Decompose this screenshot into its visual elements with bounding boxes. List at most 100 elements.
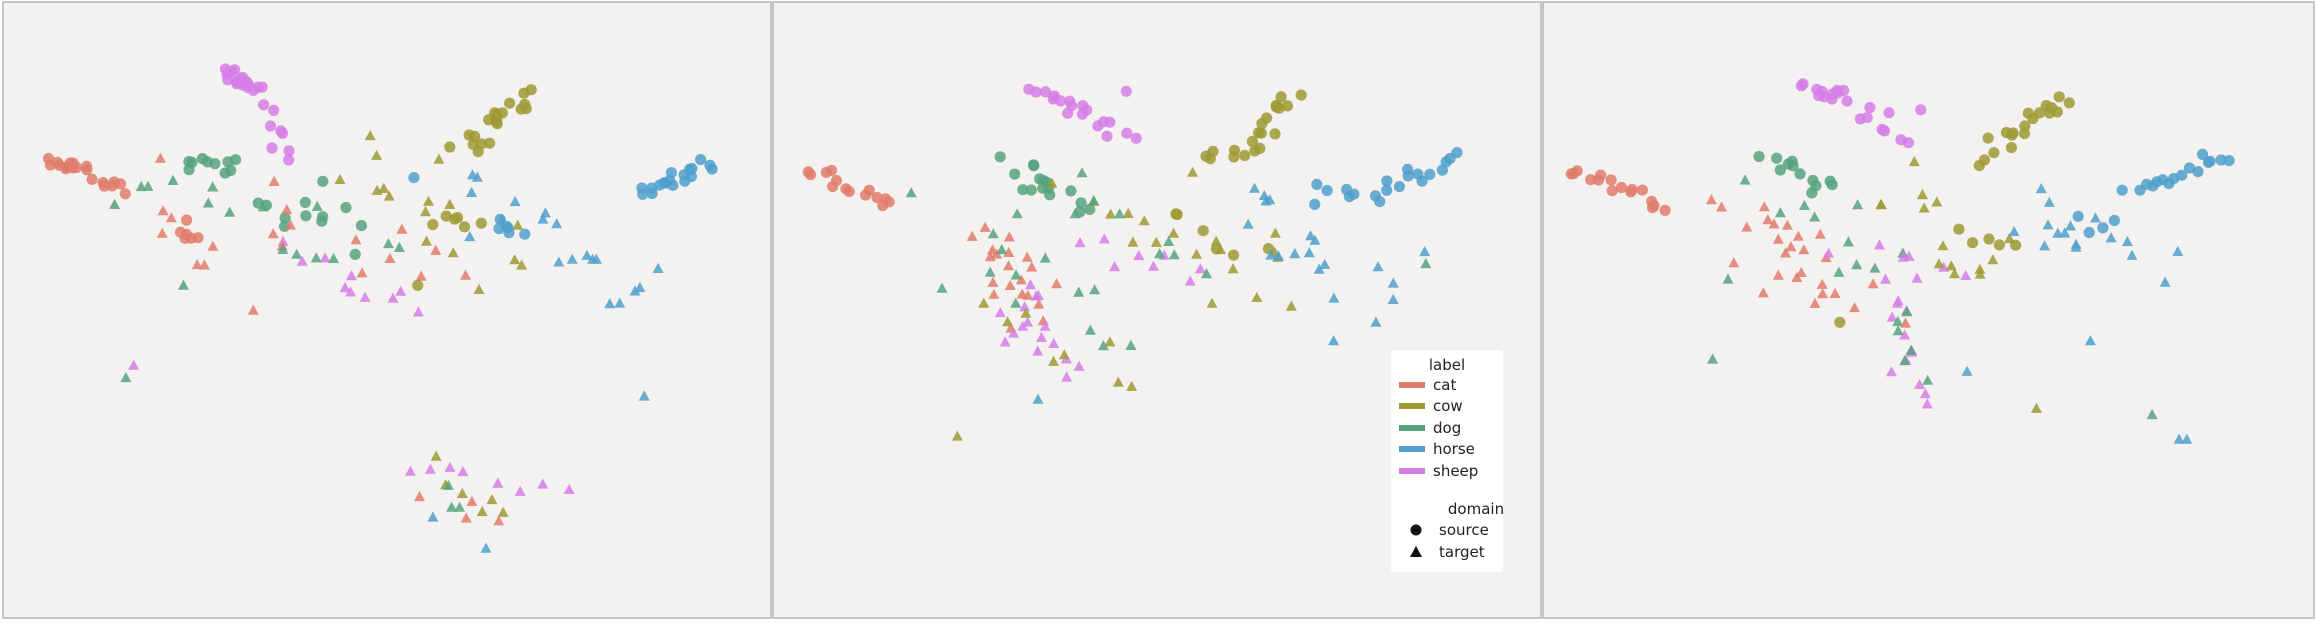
point-cat-source — [863, 184, 875, 196]
point-cow-target — [423, 195, 435, 206]
point-horse-target — [2173, 433, 2185, 444]
point-sheep-target — [128, 359, 140, 370]
point-cat-target — [1016, 288, 1028, 299]
point-cow-target — [1937, 240, 1949, 251]
point-horse-target — [2084, 335, 2096, 346]
point-dog-source — [225, 164, 237, 176]
point-cow-source — [484, 137, 496, 149]
point-cat-target — [1003, 260, 1014, 271]
point-horse-target — [464, 231, 476, 242]
point-dog-target — [1201, 268, 1212, 279]
point-cow-target — [1206, 297, 1218, 308]
point-cow-source — [1834, 316, 1846, 328]
point-cow-target — [473, 283, 485, 294]
point-cow-target — [1046, 177, 1058, 188]
point-horse-target — [1258, 189, 1270, 200]
point-horse-source — [2196, 148, 2209, 160]
point-dog-target — [1420, 258, 1432, 269]
point-cow-target — [1002, 316, 1014, 327]
point-sheep-target — [999, 336, 1011, 347]
point-cat-source — [1606, 185, 1618, 197]
point-sheep-target — [444, 461, 456, 472]
point-sheep-source — [1121, 127, 1133, 139]
point-cat-target — [414, 491, 425, 502]
point-dog-source — [1065, 185, 1077, 197]
point-sheep-target — [1148, 260, 1159, 271]
point-cat-target — [984, 251, 996, 262]
point-dog-target — [1039, 252, 1051, 263]
point-cow-source — [452, 212, 464, 224]
point-dog-target — [1076, 167, 1088, 178]
point-cat-source — [98, 180, 110, 192]
point-cat-target — [460, 512, 472, 523]
point-horse-target — [1264, 194, 1276, 205]
point-cow-source — [1254, 142, 1266, 154]
point-cat-target — [1829, 287, 1841, 298]
point-cow-source — [1171, 208, 1183, 221]
point-horse-target — [2172, 245, 2184, 256]
point-horse-source — [1381, 184, 1393, 196]
scatter-panel-3 — [1542, 1, 2315, 619]
point-cow-source — [427, 219, 439, 231]
point-sheep-target — [277, 235, 289, 246]
point-dog-target — [224, 206, 236, 217]
point-cat-target — [987, 244, 998, 255]
point-horse-source — [637, 188, 649, 200]
point-cow-target — [447, 247, 459, 258]
point-sheep-target — [1914, 378, 1926, 389]
legend-label-sheep: sheep — [1433, 462, 1478, 480]
point-cat-target — [1780, 247, 1792, 258]
point-horse-source — [2097, 222, 2109, 234]
point-sheep-source — [247, 84, 259, 96]
point-sheep-target — [1921, 398, 1933, 409]
point-sheep-target — [1891, 297, 1903, 308]
point-dog-target — [984, 266, 996, 277]
legend-label-cow: cow — [1433, 397, 1463, 415]
point-cat-target — [156, 227, 168, 238]
point-sheep-source — [283, 154, 295, 166]
point-dog-target — [311, 200, 323, 211]
point-cow-source — [2034, 107, 2046, 119]
point-sheep-target — [359, 291, 371, 302]
point-cow-source — [483, 114, 495, 126]
point-cat-target — [1785, 241, 1797, 252]
point-sheep-target — [1036, 331, 1047, 342]
point-sheep-target — [1030, 290, 1042, 301]
point-cat-target — [1728, 257, 1740, 268]
point-cow-source — [504, 97, 516, 109]
point-horse-target — [638, 390, 650, 401]
point-dog-target — [1154, 248, 1166, 259]
point-dog-target — [178, 279, 189, 290]
point-dog-target — [987, 228, 999, 239]
point-horse-target — [551, 218, 563, 229]
point-horse-source — [2183, 162, 2195, 174]
point-sheep-target — [492, 477, 504, 488]
point-sheep-target — [1938, 261, 1950, 272]
point-cat-source — [1636, 184, 1648, 196]
point-sheep-source — [1883, 107, 1895, 119]
point-sheep-target — [514, 485, 526, 496]
point-sheep-source — [1076, 108, 1088, 120]
point-cat-target — [1817, 288, 1829, 299]
point-dog-source — [229, 154, 242, 166]
point-horse-target — [2159, 276, 2171, 287]
point-cow-target — [1122, 207, 1134, 218]
point-sheep-target — [345, 286, 356, 297]
point-horse-target — [604, 298, 616, 309]
point-dog-source — [317, 175, 329, 187]
point-cat-target — [1757, 287, 1769, 298]
point-cow-target — [378, 182, 390, 193]
point-cat-target — [157, 205, 169, 216]
point-sheep-source — [268, 104, 280, 116]
point-dog-target — [382, 238, 394, 249]
point-cow-source — [1281, 100, 1294, 112]
point-cat-source — [826, 164, 838, 176]
point-dog-source — [994, 151, 1006, 163]
point-horse-source — [502, 222, 514, 234]
point-dog-source — [1794, 168, 1806, 180]
point-dog-target — [167, 174, 179, 185]
point-cow-target — [430, 450, 442, 461]
point-horse-target — [1328, 292, 1340, 303]
point-dog-source — [1826, 179, 1838, 191]
point-cow-source — [1239, 149, 1251, 162]
